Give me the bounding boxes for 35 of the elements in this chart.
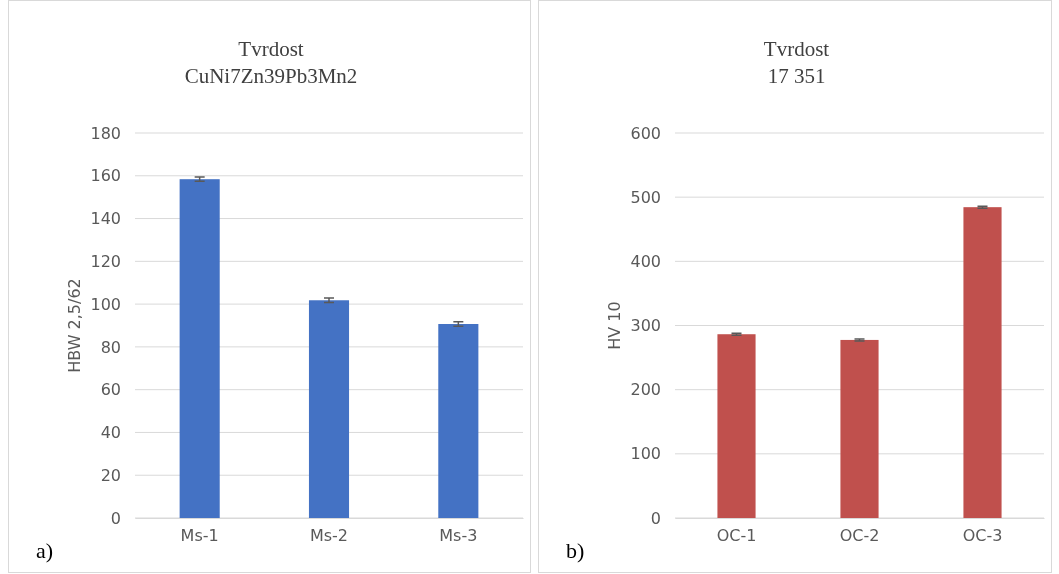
x-tick-label: Ms-1	[180, 526, 219, 546]
y-tick-label: 200	[630, 380, 661, 400]
x-tick-label: OC-1	[716, 526, 757, 546]
bar	[308, 300, 350, 518]
y-tick-label: 300	[630, 316, 661, 336]
y-tick-label: 400	[630, 251, 661, 271]
y-tick-label: 60	[100, 380, 121, 400]
x-tick-label: Ms-2	[309, 526, 349, 546]
text: a)	[36, 538, 54, 563]
bar	[179, 179, 220, 518]
y-axis-title: HV 10	[605, 301, 624, 350]
bar	[438, 324, 479, 518]
y-tick-label: 100	[90, 294, 121, 314]
y-tick-label: 140	[90, 209, 121, 229]
chart-title: Tvrdost CuNi7Zn39Pb3Mn2	[184, 37, 358, 88]
y-tick-label: 600	[630, 123, 661, 143]
x-tick-label: OC-2	[839, 526, 880, 546]
chart-title: Tvrdost 17 351	[763, 37, 830, 88]
bar	[963, 207, 1002, 518]
x-tick-label: OC-3	[962, 526, 1003, 546]
bar	[717, 334, 756, 518]
y-tick-label: 180	[90, 123, 121, 143]
y-tick-label: 120	[90, 251, 121, 271]
x-tick-label: Ms-3	[439, 526, 478, 546]
y-tick-label: 0	[650, 508, 661, 528]
bar	[840, 339, 879, 518]
y-tick-label: 160	[90, 166, 121, 186]
y-tick-label: 100	[630, 444, 661, 464]
y-tick-label: 500	[630, 187, 661, 207]
y-tick-label: 80	[100, 337, 121, 357]
text: b)	[566, 538, 585, 563]
y-tick-label: 0	[110, 508, 121, 528]
y-tick-label: 20	[100, 465, 121, 485]
y-tick-label: 40	[100, 423, 121, 443]
y-axis-title: HBW 2,5/62	[65, 278, 84, 373]
